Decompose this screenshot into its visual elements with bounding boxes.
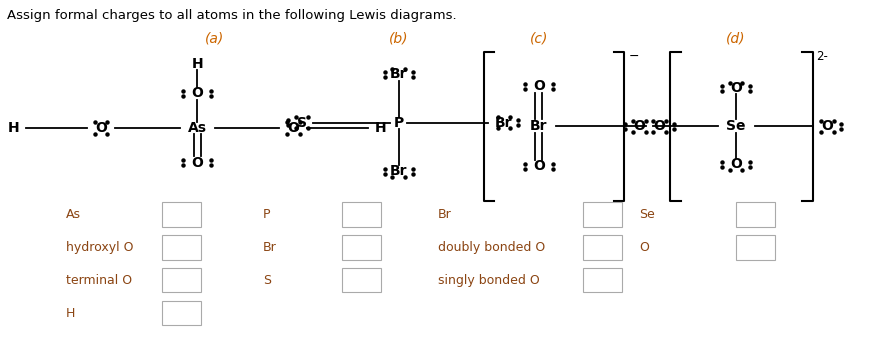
FancyBboxPatch shape [583, 202, 622, 227]
Text: O: O [533, 80, 545, 93]
Text: singly bonded O: singly bonded O [438, 274, 540, 287]
FancyBboxPatch shape [162, 301, 201, 325]
Text: Br: Br [390, 164, 407, 178]
Text: Br: Br [438, 208, 452, 221]
Text: O: O [287, 121, 300, 135]
FancyBboxPatch shape [736, 235, 775, 260]
Text: −: − [629, 50, 639, 63]
Text: hydroxyl O: hydroxyl O [66, 241, 133, 254]
Text: (c): (c) [530, 31, 548, 45]
Text: doubly bonded O: doubly bonded O [438, 241, 545, 254]
Text: H: H [375, 121, 387, 135]
Text: (b): (b) [389, 31, 408, 45]
FancyBboxPatch shape [162, 202, 201, 227]
Text: Assign formal charges to all atoms in the following Lewis diagrams.: Assign formal charges to all atoms in th… [7, 9, 456, 22]
Text: Se: Se [726, 119, 745, 133]
FancyBboxPatch shape [162, 268, 201, 292]
FancyBboxPatch shape [162, 235, 201, 260]
Text: O: O [822, 119, 833, 133]
Text: O: O [730, 157, 742, 171]
Text: O: O [639, 241, 649, 254]
Text: Br: Br [530, 119, 548, 133]
Text: Br: Br [495, 116, 512, 130]
Text: (a): (a) [205, 31, 224, 45]
FancyBboxPatch shape [583, 235, 622, 260]
Text: H: H [7, 121, 19, 135]
Text: O: O [653, 119, 666, 133]
FancyBboxPatch shape [342, 268, 381, 292]
Text: O: O [95, 121, 107, 135]
Text: Br: Br [263, 241, 277, 254]
Text: As: As [187, 121, 207, 135]
Text: H: H [66, 307, 75, 320]
Text: Se: Se [639, 208, 655, 221]
Text: P: P [263, 208, 271, 221]
Text: (d): (d) [726, 31, 745, 45]
Text: O: O [191, 156, 203, 170]
Text: S: S [263, 274, 271, 287]
FancyBboxPatch shape [736, 202, 775, 227]
Text: Br: Br [390, 67, 407, 81]
Text: terminal O: terminal O [66, 274, 131, 287]
Text: O: O [191, 86, 203, 100]
Text: H: H [191, 57, 203, 71]
FancyBboxPatch shape [342, 235, 381, 260]
Text: O: O [533, 159, 545, 173]
FancyBboxPatch shape [583, 268, 622, 292]
Text: O: O [730, 81, 742, 95]
Text: 2-: 2- [816, 50, 829, 63]
Text: As: As [66, 208, 81, 221]
Text: P: P [393, 116, 404, 130]
FancyBboxPatch shape [342, 202, 381, 227]
Text: S: S [297, 116, 307, 130]
Text: O: O [633, 119, 646, 133]
